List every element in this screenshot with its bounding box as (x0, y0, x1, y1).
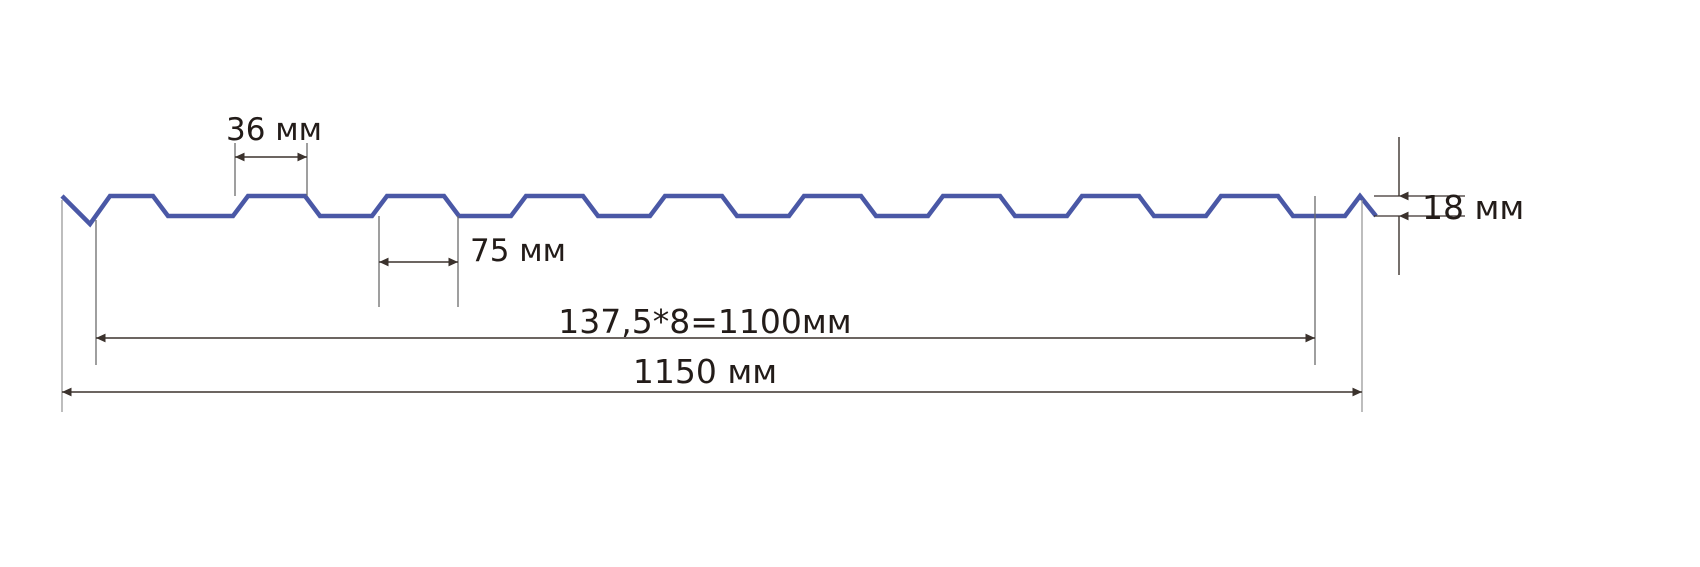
dimension-height-18: 18 мм (1374, 137, 1524, 275)
dimension-label-1150: 1150 мм (633, 352, 777, 391)
dimension-label-75: 75 мм (470, 233, 566, 269)
dimension-label-18: 18 мм (1422, 188, 1524, 227)
dimension-label-36: 36 мм (226, 112, 322, 148)
profile-outline-group (60, 192, 1378, 228)
sheet-profile-polyline (60, 192, 1378, 228)
dimension-crest-width-36: 36 мм (226, 112, 322, 196)
dimension-label-1100: 137,5*8=1100мм (558, 302, 851, 341)
dimension-working-width-1100: 137,5*8=1100мм (95, 196, 1316, 365)
dimension-valley-width-75: 75 мм (378, 216, 566, 307)
dimension-total-width-1150: 1150 мм (61, 200, 1363, 412)
